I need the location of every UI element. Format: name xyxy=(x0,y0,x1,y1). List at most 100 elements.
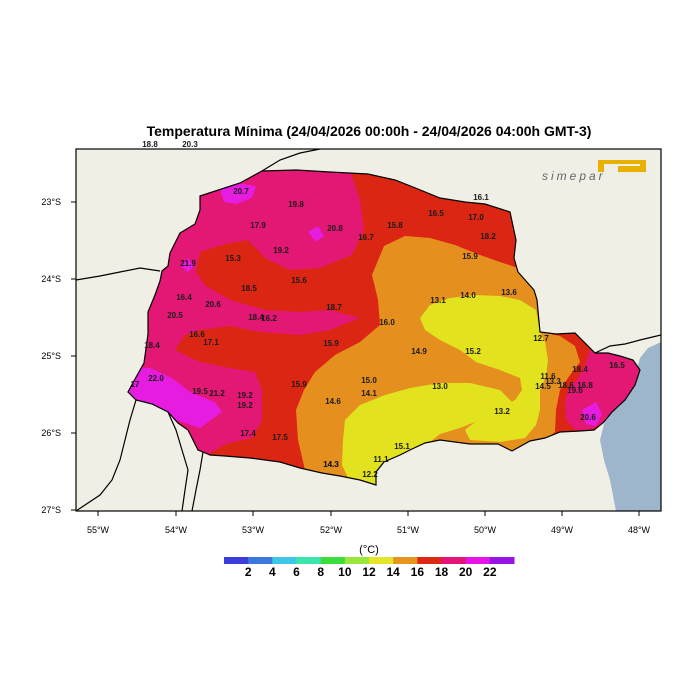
colorbar: (°C) 2 4 6 8 10 12 14 16 18 20 22 xyxy=(224,544,515,579)
zone-22-spot-west xyxy=(180,258,194,272)
station-value: 17 xyxy=(131,380,140,389)
station-value: 14.0 xyxy=(460,291,476,300)
station-value: 19.6 xyxy=(567,386,583,395)
station-value: 18.4 xyxy=(144,341,160,350)
station-value: 19.2 xyxy=(273,246,289,255)
station-value: 19.2 xyxy=(237,401,253,410)
colorbar-swatch xyxy=(296,557,322,564)
logo-text: simepar xyxy=(542,169,606,183)
colorbar-label: 8 xyxy=(317,565,324,579)
neighbor-borders xyxy=(76,149,661,511)
station-value: 20.8 xyxy=(327,224,343,233)
station-value: 11.6 xyxy=(540,372,556,381)
colorbar-label: 12 xyxy=(362,565,376,579)
colorbar-label: 2 xyxy=(245,565,252,579)
x-tick-label: 53°W xyxy=(242,525,265,535)
x-tick-label: 48°W xyxy=(628,525,651,535)
station-value: 17.1 xyxy=(203,338,219,347)
colorbar-label: 16 xyxy=(411,565,425,579)
station-value: 13.3 xyxy=(545,377,561,386)
station-value: 18.4 xyxy=(572,365,588,374)
station-value: 14.1 xyxy=(361,389,377,398)
station-value: 20.6 xyxy=(580,413,596,422)
station-value: 15.8 xyxy=(387,221,403,230)
colorbar-label: 14 xyxy=(386,565,400,579)
colorbar-swatch xyxy=(369,557,394,564)
ocean xyxy=(600,342,661,511)
x-tick-label: 51°W xyxy=(397,525,420,535)
station-value: 12.2 xyxy=(362,470,378,479)
x-tick-label: 55°W xyxy=(87,525,110,535)
station-value: 11.1 xyxy=(373,455,389,464)
station-value: 14.9 xyxy=(411,347,427,356)
station-value: 14.3 xyxy=(323,460,339,469)
colorbar-swatch xyxy=(465,557,491,564)
station-value: 14.3 xyxy=(323,460,339,469)
station-value: 16.5 xyxy=(609,361,625,370)
zone-22-spot-center xyxy=(308,226,324,242)
station-value: 19.2 xyxy=(237,391,253,400)
colorbar-label: 22 xyxy=(483,565,497,579)
x-tick-label: 49°W xyxy=(551,525,574,535)
station-value: 13.1 xyxy=(430,296,446,305)
station-value: 14.5 xyxy=(535,382,551,391)
station-value: 16.7 xyxy=(358,233,374,242)
station-value: 15.1 xyxy=(394,442,410,451)
station-value: 17.5 xyxy=(272,433,288,442)
station-value: 13.6 xyxy=(501,288,517,297)
colorbar-unit: (°C) xyxy=(359,544,379,556)
station-value: 17.4 xyxy=(240,429,256,438)
x-tick-label: 52°W xyxy=(320,525,343,535)
colorbar-swatch xyxy=(441,557,467,564)
station-value: 16.8 xyxy=(577,381,593,390)
station-value: 16.1 xyxy=(473,193,489,202)
station-value: 19.5 xyxy=(192,387,208,396)
zone-22-west xyxy=(128,368,222,428)
station-value: 20.5 xyxy=(167,311,183,320)
station-value: 15.9 xyxy=(323,339,339,348)
zone-22-coast xyxy=(582,402,602,426)
station-value: 16.6 xyxy=(189,330,205,339)
zone-14-north xyxy=(420,295,548,442)
station-value: 20.7 xyxy=(233,187,249,196)
colorbar-label: 20 xyxy=(459,565,473,579)
station-value: 14.6 xyxy=(325,397,341,406)
station-value: 15.6 xyxy=(291,276,307,285)
colorbar-swatch xyxy=(344,557,370,564)
station-value: 15.2 xyxy=(465,347,481,356)
colorbar-swatch xyxy=(272,557,297,564)
station-value: 17.9 xyxy=(250,221,266,230)
station-value: 15.0 xyxy=(361,376,377,385)
station-value: 18.8 xyxy=(142,140,158,149)
station-value: 16.2 xyxy=(261,314,277,323)
x-tick-label: 54°W xyxy=(165,525,188,535)
station-value: 13.2 xyxy=(494,407,510,416)
station-value: 15.9 xyxy=(291,380,307,389)
station-value: 21.2 xyxy=(209,389,225,398)
station-value: 22.0 xyxy=(148,374,164,383)
station-values: 18.8 20.3 20.7 19.8 17.9 20.8 19.2 15.3 21.9 16.7… xyxy=(131,140,626,479)
y-tick-label: 24°S xyxy=(41,274,61,284)
y-tick-label: 25°S xyxy=(41,351,61,361)
colorbar-label: 10 xyxy=(338,565,352,579)
x-tick-label: 50°W xyxy=(474,525,497,535)
colorbar-swatch xyxy=(393,557,418,564)
zone-22-spot-north xyxy=(220,183,256,204)
axis-ticks: 55°W 54°W 53°W 52°W 51°W 50°W 49°W 48°W 23°S 24°S… xyxy=(41,197,650,535)
colorbar-label: 4 xyxy=(269,565,276,579)
colorbar-label: 6 xyxy=(293,565,300,579)
station-value: 15.9 xyxy=(462,252,478,261)
station-value: 17.0 xyxy=(468,213,484,222)
station-value: 16.0 xyxy=(379,318,395,327)
station-value: 18.5 xyxy=(241,284,257,293)
station-value: 16.4 xyxy=(176,293,192,302)
station-value: 16.5 xyxy=(428,209,444,218)
colorbar-swatch xyxy=(417,557,442,564)
colorbar-swatch xyxy=(320,557,346,564)
colorbar-swatch xyxy=(224,557,249,564)
colorbar-swatch xyxy=(489,557,515,564)
station-value: 21.9 xyxy=(180,259,196,268)
y-tick-label: 27°S xyxy=(41,505,61,515)
station-value: 18.2 xyxy=(480,232,496,241)
